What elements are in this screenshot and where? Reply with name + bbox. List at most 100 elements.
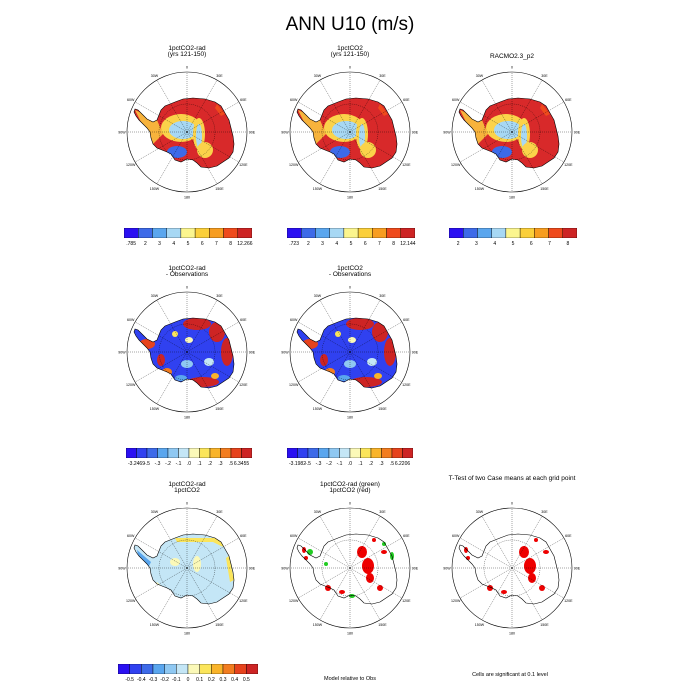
colorbar-swatches	[287, 448, 413, 458]
longitude-label: 30W	[151, 294, 159, 298]
longitude-label: 30E	[379, 74, 386, 78]
polar-map: 0 30E 60E 90E 120E 150E 180 150W 120W 90W 60W 30W	[281, 286, 419, 420]
colorbar-label: -.2	[326, 461, 332, 467]
colorbar-label: 5	[186, 241, 190, 247]
colorbar-swatch	[152, 228, 167, 238]
colorbar-swatch	[187, 664, 200, 674]
colorbar-swatch	[188, 448, 200, 458]
panel-title-line: 1pctCO2-rad	[168, 481, 206, 488]
colorbar-swatch	[164, 664, 177, 674]
longitude-label: 60E	[403, 98, 410, 102]
panel-1pctco2-minus-obs: 1pctCO2- Observations 0 30E 60E 90E 120E 150E 1…	[280, 265, 420, 419]
colorbar-label: .785	[126, 241, 136, 247]
longitude-label: 180	[509, 632, 515, 636]
longitude-label: 90E	[574, 131, 581, 135]
longitude-label: 90E	[412, 351, 419, 355]
colorbar-swatch	[463, 228, 478, 238]
panel-rad-minus-1pctco2: 1pctCO2-rad 1pctCO2 0 30E 60E 90E 120E 150E 180 1…	[117, 481, 257, 635]
longitude-label: 60E	[565, 534, 572, 538]
colorbar-label: 7	[215, 241, 218, 247]
colorbar-swatch	[146, 448, 158, 458]
colorbar-swatch	[381, 448, 393, 458]
colorbar-swatch	[209, 228, 224, 238]
coastline	[458, 97, 560, 169]
colorbar-swatch	[199, 448, 211, 458]
polar-map: 0 30E 60E 90E 120E 150E 180 150W 120W 90W 60W 30W	[281, 502, 419, 636]
colorbar-label: -0.4	[137, 677, 146, 683]
longitude-label: 180	[347, 632, 353, 636]
coastline	[458, 533, 560, 605]
colorbar-swatch	[166, 228, 182, 238]
longitude-label: 180	[509, 196, 515, 200]
longitude-label: 120W	[289, 383, 299, 387]
colorbar-swatch	[402, 448, 413, 458]
colorbar-swatch	[372, 228, 387, 238]
colorbar-swatch	[349, 448, 361, 458]
colorbar-label: 2	[456, 241, 460, 247]
longitude-label: 150E	[540, 187, 549, 191]
coastline	[133, 533, 235, 605]
longitude-label: 90E	[412, 567, 419, 571]
longitude-label: 150W	[313, 407, 323, 411]
longitude-label: 150W	[150, 407, 160, 411]
longitude-label: 150W	[313, 187, 323, 191]
longitude-label: 90E	[574, 567, 581, 571]
colorbar-swatch	[136, 448, 148, 458]
colorbar-swatch	[400, 228, 415, 238]
longitude-label: 120W	[451, 163, 461, 167]
longitude-label: 60E	[403, 318, 410, 322]
colorbar-label: 12.144	[400, 241, 416, 247]
panel-title-line: 1pctCO2 (red)	[329, 487, 371, 494]
longitude-label: 0	[186, 66, 188, 70]
colorbar-swatch	[548, 228, 563, 238]
colorbar-swatch	[370, 448, 382, 458]
colorbar-swatch	[178, 448, 190, 458]
graticule	[290, 72, 410, 192]
panel-title-line: 1pctCO2-rad (green)	[320, 481, 380, 488]
colorbar-label: -0.1	[172, 677, 181, 683]
panel-title-line: - Observations	[328, 271, 372, 278]
panel-title-line: 1pctCO2-rad	[168, 45, 206, 52]
longitude-label: 90E	[249, 131, 256, 135]
longitude-label: 90W	[443, 131, 451, 135]
colorbar-label: .1	[197, 461, 202, 467]
panel-1pctco2-rad-minus-obs: 1pctCO2-rad - Observations 0 30E 60E 90E 120E 1…	[117, 265, 257, 419]
longitude-label: 180	[184, 196, 190, 200]
longitude-label: 120W	[289, 599, 299, 603]
longitude-label: 90W	[118, 131, 126, 135]
colorbar-label: -.2	[165, 461, 171, 467]
map-boundary	[451, 507, 573, 629]
colorbar-swatch	[230, 448, 242, 458]
colorbar-label: .3	[218, 461, 223, 467]
longitude-label: 150E	[540, 623, 549, 627]
longitude-label: 120W	[126, 163, 136, 167]
colorbar-swatch	[449, 228, 464, 238]
colorbar-label: 3	[475, 241, 478, 247]
colorbar-1pctco2-rad: .785 2 3 4 5 6 7 8 12.266	[124, 228, 253, 247]
coastline	[133, 317, 235, 389]
colorbar-swatch	[220, 448, 232, 458]
panel-title-line: RACMO2.3_p2	[489, 53, 535, 60]
colorbar-swatches	[126, 448, 252, 458]
longitude-label: 0	[511, 502, 513, 506]
colorbar-label: -.3	[154, 461, 161, 467]
map-boundary	[289, 71, 411, 193]
coastline	[296, 533, 398, 605]
colorbar-label: -.3	[315, 461, 322, 467]
colorbar-label: -.1	[336, 461, 343, 467]
longitude-label: 90W	[443, 567, 451, 571]
colorbar-label: 6	[200, 241, 204, 247]
colorbar-swatch	[180, 228, 196, 238]
colorbar-swatch	[141, 664, 154, 674]
colorbar-swatch	[491, 228, 507, 238]
longitude-label: 30E	[216, 74, 223, 78]
colorbar-label: 4	[172, 241, 176, 247]
colorbar-swatch	[534, 228, 549, 238]
coastline	[133, 97, 235, 169]
graticule	[452, 508, 572, 628]
colorbar-label: 0.2	[207, 677, 215, 683]
longitude-label: 30W	[314, 74, 322, 78]
colorbar-label: -0.3	[148, 677, 158, 683]
graticule	[127, 292, 247, 412]
colorbar-label: 7	[548, 241, 551, 247]
